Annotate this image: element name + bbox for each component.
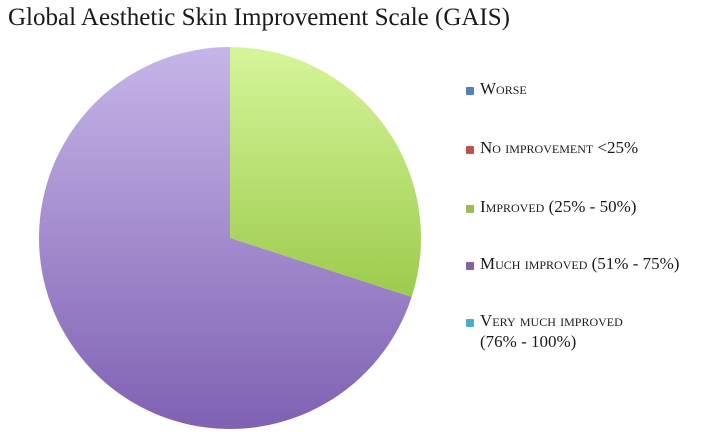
legend-swatch-much-improved <box>466 262 474 270</box>
legend-label-no-improvement: No improvement <25% <box>480 137 638 158</box>
legend-swatch-worse <box>466 87 474 95</box>
legend-swatch-very-much-improved <box>466 319 474 327</box>
legend-swatch-no-improvement <box>466 146 474 154</box>
legend-label-improved: Improved (25% - 50%) <box>480 196 636 217</box>
legend-label-very-much-improved: Very much improved (76% - 100%) <box>480 310 623 352</box>
legend-item-worse: Worse <box>466 78 527 99</box>
legend-label-much-improved: Much improved (51% - 75%) <box>480 253 679 274</box>
legend-item-very-much-improved: Very much improved (76% - 100%) <box>466 310 623 352</box>
legend-item-much-improved: Much improved (51% - 75%) <box>466 253 679 274</box>
legend-label-worse: Worse <box>480 78 527 99</box>
legend-item-improved: Improved (25% - 50%) <box>466 196 636 217</box>
legend-swatch-improved <box>466 205 474 213</box>
legend-item-no-improvement: No improvement <25% <box>466 137 638 158</box>
